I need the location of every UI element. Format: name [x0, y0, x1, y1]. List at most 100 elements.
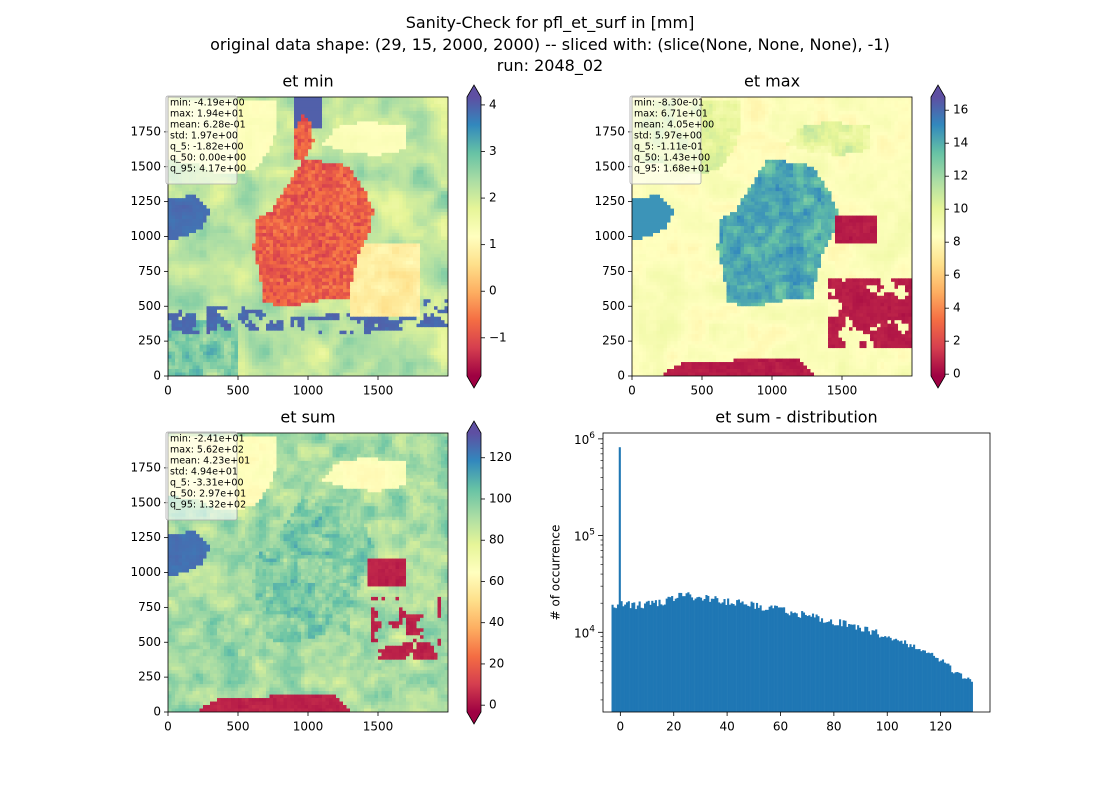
heatmap-cell [301, 243, 305, 248]
heatmap-cell [273, 239, 277, 244]
heatmap-cell [346, 309, 351, 314]
heatmap-cell [353, 173, 358, 178]
heatmap-cell [336, 128, 340, 133]
heatmap-cell [178, 274, 183, 279]
heatmap-cell [304, 100, 309, 105]
heatmap-cell [297, 222, 302, 227]
heatmap-cell [350, 236, 354, 241]
heatmap-cell [434, 173, 438, 178]
heatmap-cell [357, 201, 361, 206]
heatmap-cell [171, 264, 176, 269]
heatmap-cell [290, 170, 295, 175]
heatmap-cell [238, 208, 242, 213]
heatmap-cell [434, 149, 438, 154]
heatmap-cell [213, 281, 218, 286]
heatmap-cell [276, 184, 281, 189]
heatmap-cell [283, 152, 288, 157]
heatmap-cell [395, 285, 400, 290]
heatmap-cell [388, 173, 393, 178]
heatmap-cell [378, 100, 382, 105]
heatmap-cell [318, 166, 323, 171]
heatmap-cell [315, 222, 319, 227]
heatmap-cell [241, 260, 246, 265]
heatmap-cell [308, 177, 312, 182]
heatmap-cell [409, 299, 414, 304]
heatmap-cell [371, 145, 375, 150]
heatmap-cell [343, 264, 347, 269]
heatmap-cell [360, 159, 365, 164]
heatmap-cell [343, 184, 347, 189]
heatmap-cell [336, 264, 340, 269]
heatmap-cell [290, 121, 295, 126]
heatmap-cell [357, 260, 361, 265]
heatmap-cell [273, 138, 277, 143]
heatmap-cell [248, 236, 253, 241]
heatmap-cell [304, 198, 309, 203]
heatmap-cell [290, 281, 295, 286]
heatmap-cell [192, 243, 197, 248]
heatmap-cell [395, 194, 400, 199]
heatmap-cell [332, 184, 337, 189]
heatmap-cell [283, 149, 288, 154]
heatmap-cell [252, 299, 256, 304]
heatmap-cell [318, 267, 323, 272]
heatmap-cell [315, 184, 319, 189]
heatmap-cell [378, 152, 382, 157]
heatmap-cell [336, 260, 340, 265]
heatmap-cell [346, 107, 351, 112]
heatmap-cell [262, 246, 267, 251]
heatmap-cell [329, 201, 333, 206]
heatmap-cell [444, 292, 448, 297]
heatmap-cell [350, 226, 354, 230]
heatmap-cell [402, 110, 407, 115]
heatmap-cell [304, 194, 309, 199]
heatmap-cell [294, 156, 298, 161]
heatmap-cell [175, 236, 179, 241]
heatmap-cell [427, 226, 431, 230]
heatmap-cell [367, 233, 372, 237]
heatmap-cell [353, 226, 358, 230]
heatmap-cell [259, 292, 263, 297]
heatmap-cell [395, 163, 400, 168]
heatmap-cell [346, 198, 351, 203]
heatmap-cell [245, 233, 249, 237]
heatmap-cell [266, 299, 270, 304]
heatmap-cell [423, 128, 428, 133]
heatmap-cell [332, 257, 337, 262]
heatmap-cell [196, 219, 200, 223]
heatmap-cell [423, 166, 428, 171]
heatmap-cell [308, 191, 312, 196]
heatmap-cell [416, 194, 421, 199]
heatmap-cell [402, 285, 407, 290]
heatmap-cell [329, 184, 333, 189]
heatmap-cell [381, 107, 386, 112]
heatmap-cell [280, 142, 284, 147]
heatmap-cell [444, 121, 448, 126]
heatmap-cell [304, 187, 309, 192]
heatmap-cell [409, 229, 414, 234]
heatmap-cell [283, 97, 288, 101]
heatmap-cell [360, 145, 365, 150]
heatmap-cell [294, 299, 298, 304]
heatmap-cell [388, 243, 393, 248]
heatmap-cell [231, 198, 235, 203]
heatmap-cell [329, 288, 333, 293]
heatmap-cell [360, 302, 365, 307]
heatmap-cell [325, 138, 330, 143]
heatmap-cell [392, 239, 396, 244]
heatmap-cell [175, 212, 179, 216]
heatmap-cell [434, 205, 438, 209]
heatmap-cell [262, 219, 267, 223]
heatmap-cell [269, 264, 274, 269]
heatmap-cell [378, 173, 382, 178]
heatmap-cell [269, 149, 274, 154]
heatmap-cell [311, 97, 316, 101]
heatmap-cell [346, 274, 351, 279]
heatmap-cell [224, 250, 228, 255]
heatmap-cell [336, 114, 340, 119]
heatmap-cell [248, 159, 253, 164]
heatmap-cell [311, 267, 316, 272]
heatmap-cell [255, 274, 260, 279]
heatmap-cell [241, 288, 246, 293]
heatmap-cell [283, 198, 288, 203]
